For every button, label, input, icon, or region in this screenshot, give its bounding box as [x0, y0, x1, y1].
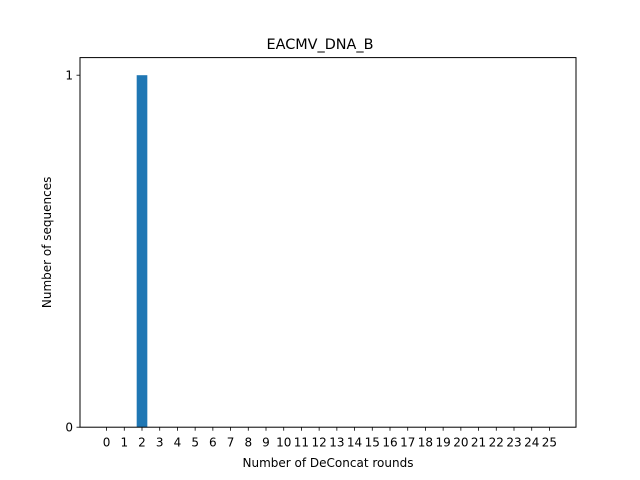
x-axis-label: Number of DeConcat rounds [243, 456, 414, 470]
x-tick-label: 16 [382, 436, 397, 450]
x-tick-label: 9 [262, 436, 270, 450]
x-tick-label: 12 [312, 436, 327, 450]
x-tick-label: 23 [506, 436, 521, 450]
plot-frame [79, 57, 577, 428]
x-tick-label: 1 [120, 436, 128, 450]
x-tick-label: 19 [436, 436, 451, 450]
x-tick-label: 4 [174, 436, 182, 450]
bar-series [136, 75, 148, 428]
x-tick-label: 3 [156, 436, 164, 450]
y-axis-ticks: 01 [65, 68, 80, 434]
x-tick-label: 20 [453, 436, 468, 450]
x-tick-label: 8 [244, 436, 252, 450]
x-tick-label: 5 [191, 436, 199, 450]
chart-title: EACMV_DNA_B [267, 37, 374, 53]
x-tick-label: 7 [227, 436, 235, 450]
y-tick-label: 0 [65, 420, 73, 434]
x-tick-label: 10 [276, 436, 291, 450]
bar-2 [136, 75, 148, 428]
x-tick-label: 18 [418, 436, 433, 450]
x-tick-label: 25 [542, 436, 557, 450]
x-tick-label: 24 [524, 436, 539, 450]
x-tick-label: 6 [209, 436, 217, 450]
x-tick-label: 14 [347, 436, 362, 450]
x-tick-label: 13 [329, 436, 344, 450]
x-axis-ticks: 0 1 2 3 4 5 6 7 8 9 10 11 12 13 14 15 16 17 18 19 20 21 22 23 24… [103, 427, 557, 450]
x-tick-label: 15 [365, 436, 380, 450]
x-tick-label: 2 [138, 436, 146, 450]
x-tick-label: 0 [103, 436, 111, 450]
x-tick-label: 17 [400, 436, 415, 450]
x-tick-label: 11 [294, 436, 309, 450]
y-tick-label: 1 [65, 68, 73, 82]
y-axis-label: Number of sequences [40, 177, 54, 308]
x-tick-label: 22 [489, 436, 504, 450]
x-tick-label: 21 [471, 436, 486, 450]
